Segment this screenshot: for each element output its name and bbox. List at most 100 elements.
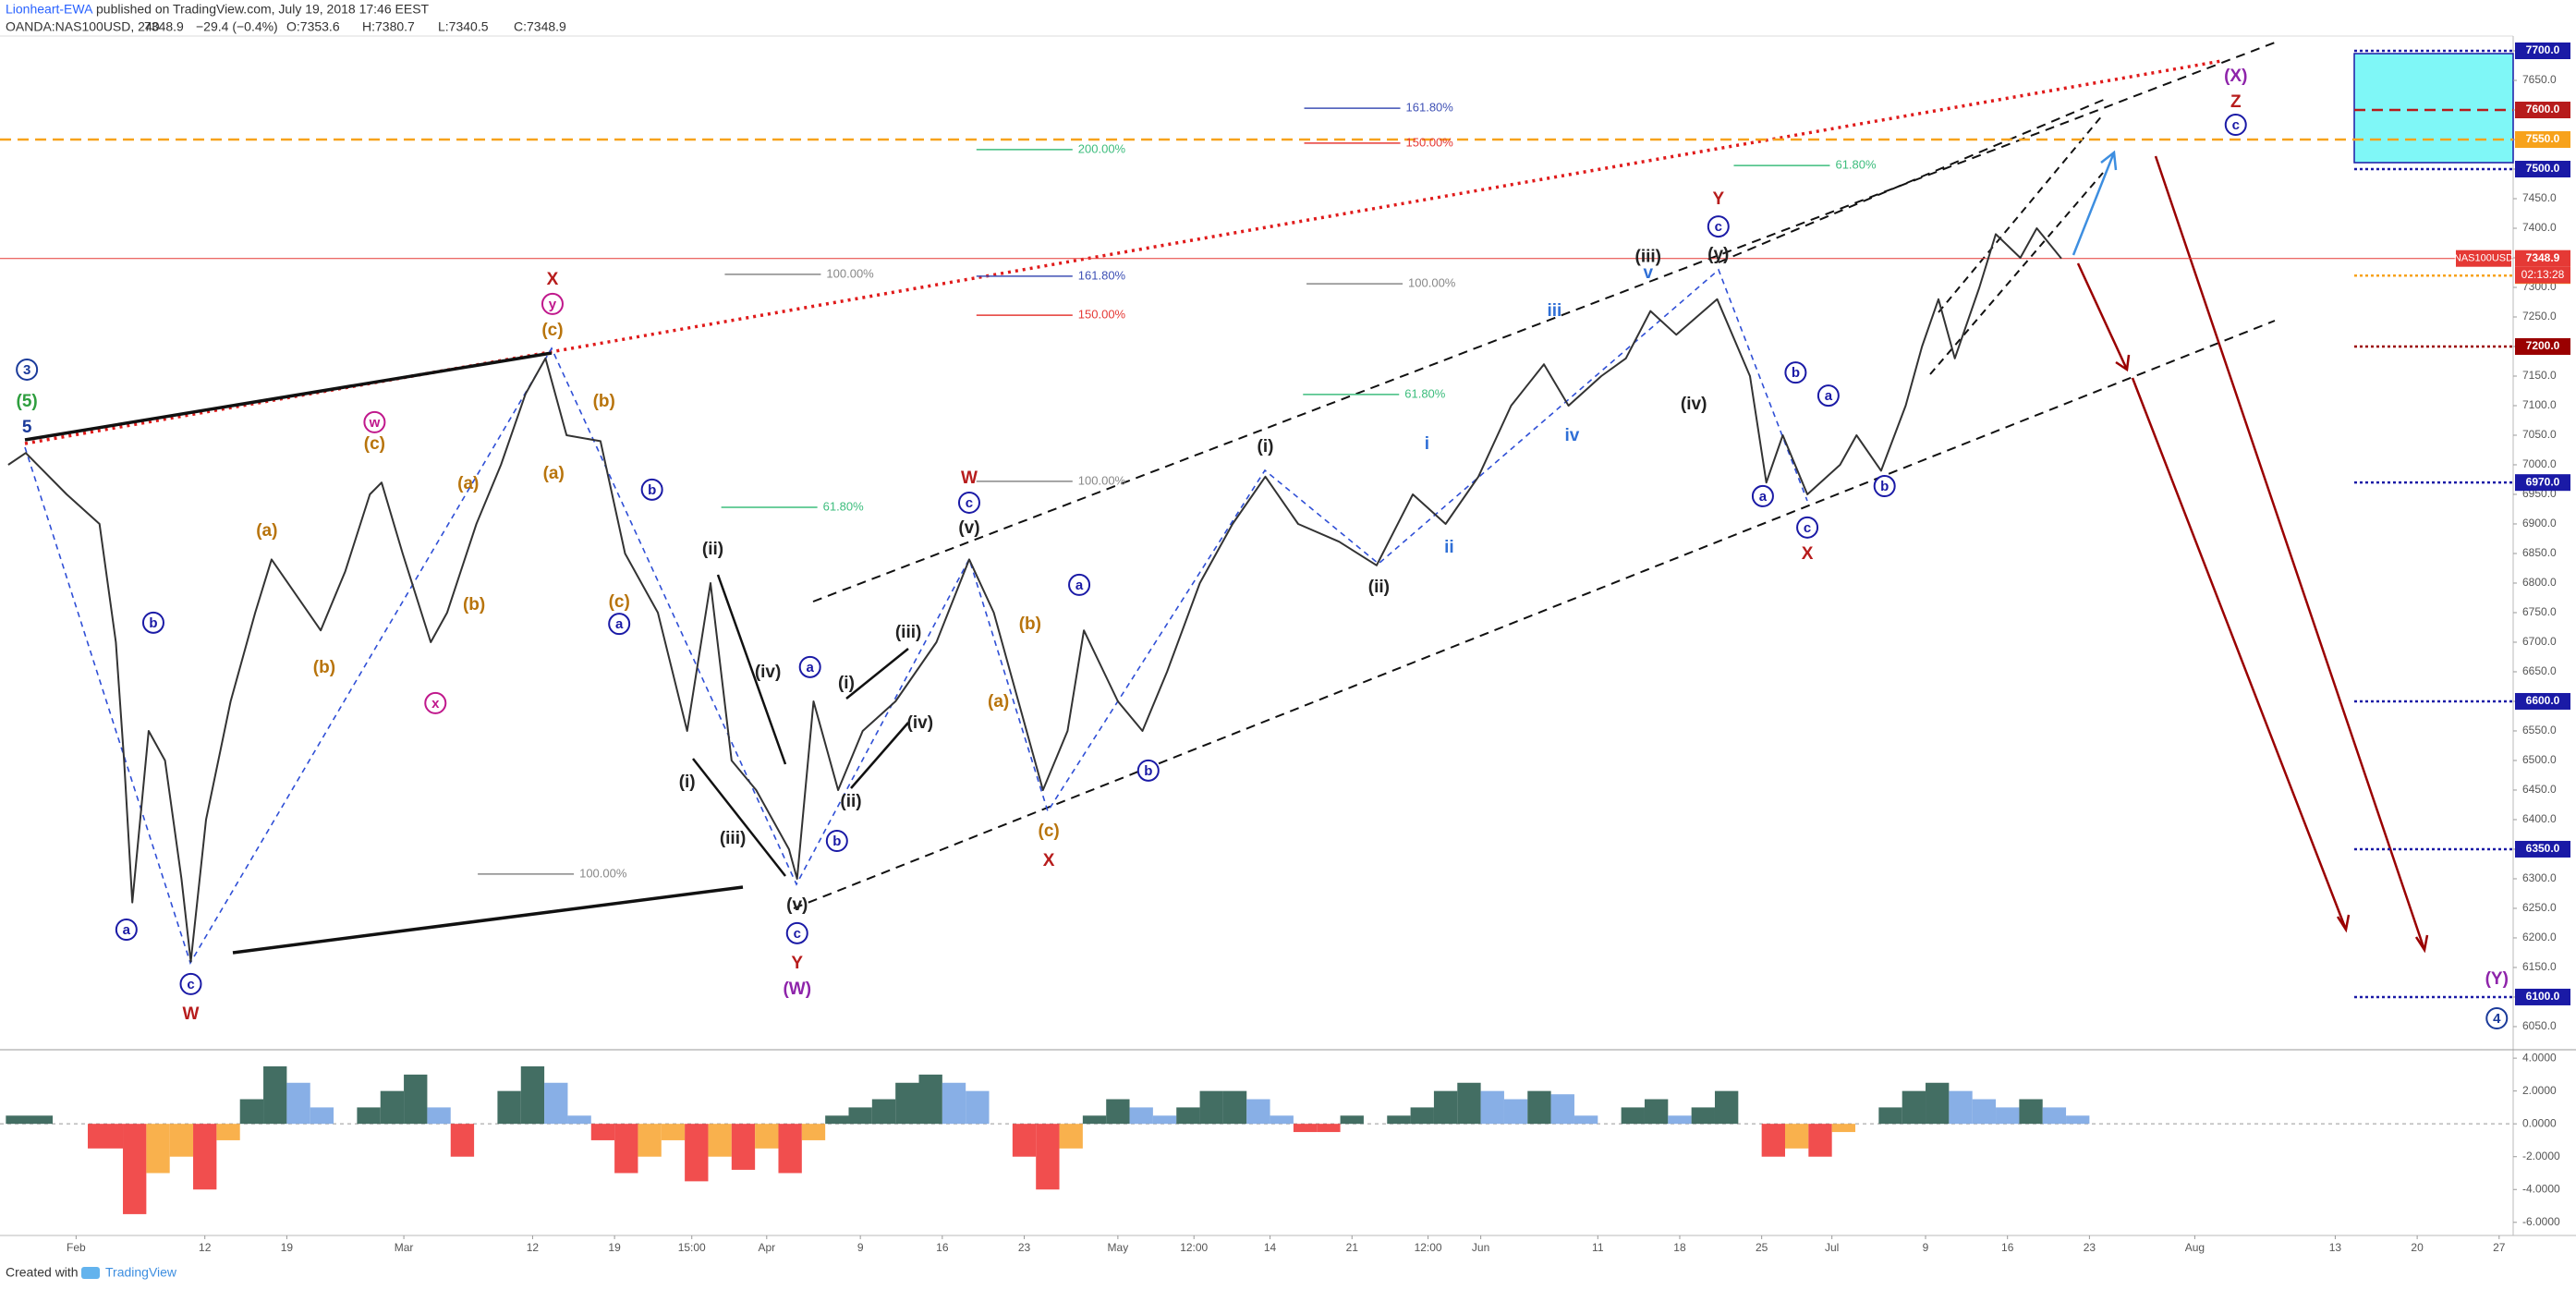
x-tick-label: 12:00 — [1180, 1241, 1208, 1254]
symbol: OANDA:NAS100USD, 240 — [6, 19, 160, 34]
price-tag-label: 6970.0 — [2526, 475, 2560, 488]
wave-label: X — [1043, 851, 1055, 870]
y-tick-label: 6200.0 — [2522, 931, 2557, 943]
author[interactable]: Lionheart-EWA — [6, 2, 93, 17]
wave-label: (iii) — [1635, 248, 1662, 267]
x-tick-label: Mar — [395, 1241, 414, 1254]
x-tick-label: 15:00 — [678, 1241, 706, 1254]
wave-label: a — [1759, 489, 1768, 505]
last: 7348.9 — [144, 19, 184, 34]
price-tag — [2515, 474, 2570, 492]
wave-label: c — [1715, 219, 1722, 235]
low: L:7340.5 — [438, 19, 489, 34]
osc-bar — [1808, 1124, 1832, 1157]
wave-label: a — [807, 660, 815, 675]
fib-label: 61.80% — [823, 499, 865, 513]
fib-label: 161.80% — [1406, 101, 1454, 115]
price-tag-label: 7550.0 — [2526, 132, 2560, 145]
wave-label: ii — [1444, 538, 1454, 557]
wave-circle — [1707, 215, 1730, 238]
osc-bar — [146, 1124, 170, 1174]
wedge-line — [845, 648, 909, 700]
wave-path — [24, 268, 1808, 965]
osc-bar — [1831, 1124, 1856, 1133]
osc-bar — [239, 1099, 264, 1125]
fib-label: 61.80% — [1404, 386, 1446, 400]
wave-label: (Y) — [2485, 969, 2509, 989]
osc-bar — [1644, 1099, 1669, 1125]
channel-mid — [1718, 98, 2107, 263]
wave-label: (v) — [958, 518, 979, 538]
wave-label: (c) — [541, 321, 563, 340]
osc-bar — [1457, 1082, 1481, 1125]
wave-circle — [640, 478, 663, 501]
x-tick-label: 25 — [1756, 1241, 1768, 1254]
osc-bar — [2019, 1099, 2043, 1125]
osc-bar — [871, 1099, 896, 1125]
osc-bar — [731, 1124, 756, 1170]
brand[interactable]: TradingView — [105, 1265, 177, 1280]
wave-label: (c) — [364, 434, 385, 454]
wave-circle — [1136, 759, 1160, 782]
fib-label: 100.00% — [1078, 473, 1126, 487]
x-tick-label: 23 — [2084, 1241, 2096, 1254]
osc-bar — [123, 1124, 147, 1214]
wave-label: (a) — [543, 464, 565, 483]
fib-label: 150.00% — [1078, 308, 1126, 322]
osc-bar — [1152, 1115, 1177, 1125]
x-tick-label: 11 — [1592, 1241, 1604, 1254]
x-tick-label: 19 — [281, 1241, 294, 1254]
wave-label: (a) — [256, 521, 277, 541]
y-tick-label: 6250.0 — [2522, 901, 2557, 914]
y-tick-label: 6800.0 — [2522, 576, 2557, 589]
x-tick-label: Aug — [2185, 1241, 2205, 1254]
wave-circle — [541, 292, 564, 315]
x-tick-label: 9 — [857, 1241, 864, 1254]
wave-label: 4 — [2493, 1011, 2501, 1027]
osc-bar — [1784, 1124, 1809, 1149]
wave-label: c — [1804, 520, 1811, 536]
x-tick-label: 27 — [2493, 1241, 2506, 1254]
y-tick-label: 6150.0 — [2522, 960, 2557, 973]
x-tick-label: 12 — [199, 1241, 212, 1254]
osc-bar — [918, 1074, 942, 1125]
wave-label: (iii) — [895, 623, 922, 642]
wave-label: W — [183, 1004, 200, 1024]
osc-bar — [708, 1124, 732, 1157]
x-tick-label: 9 — [1923, 1241, 1929, 1254]
y-tick-label: 6400.0 — [2522, 812, 2557, 825]
y-tick-label: 7050.0 — [2522, 428, 2557, 441]
price-tag — [2515, 692, 2570, 710]
osc-bar — [1129, 1107, 1153, 1125]
x-tick-label: 16 — [936, 1241, 949, 1254]
price-tag-label: 6600.0 — [2526, 694, 2560, 707]
x-tick-label: 20 — [2411, 1241, 2424, 1254]
osc-bar — [1714, 1090, 1739, 1125]
wave-label: (b) — [463, 595, 485, 615]
wave-circle — [179, 972, 202, 995]
wave-label: (b) — [593, 392, 615, 411]
osc-bar — [848, 1107, 872, 1125]
y-tick-label: 6500.0 — [2522, 753, 2557, 766]
fib-label: 150.00% — [1406, 135, 1454, 149]
osc-bar — [450, 1124, 475, 1157]
wave-label: Z — [2230, 92, 2242, 112]
y-tick-label: 7250.0 — [2522, 310, 2557, 322]
wave-circle — [16, 358, 39, 381]
osc-bar — [1996, 1107, 2020, 1125]
wave-circle — [115, 919, 138, 942]
wedge-line — [716, 574, 787, 765]
wave-label: (W) — [783, 980, 811, 999]
osc-bar — [1761, 1124, 1785, 1157]
wave-circle — [825, 830, 848, 853]
y-tick-label: 7450.0 — [2522, 191, 2557, 204]
x-tick-label: 21 — [1346, 1241, 1359, 1254]
x-tick-label: 14 — [1264, 1241, 1277, 1254]
osc-bar — [1550, 1094, 1574, 1125]
osc-tick-label: 0.0000 — [2522, 1116, 2557, 1129]
osc-bar — [1972, 1099, 1997, 1125]
osc-bar — [755, 1124, 779, 1149]
osc-bar — [1527, 1090, 1551, 1125]
wave-label: c — [2232, 117, 2240, 133]
